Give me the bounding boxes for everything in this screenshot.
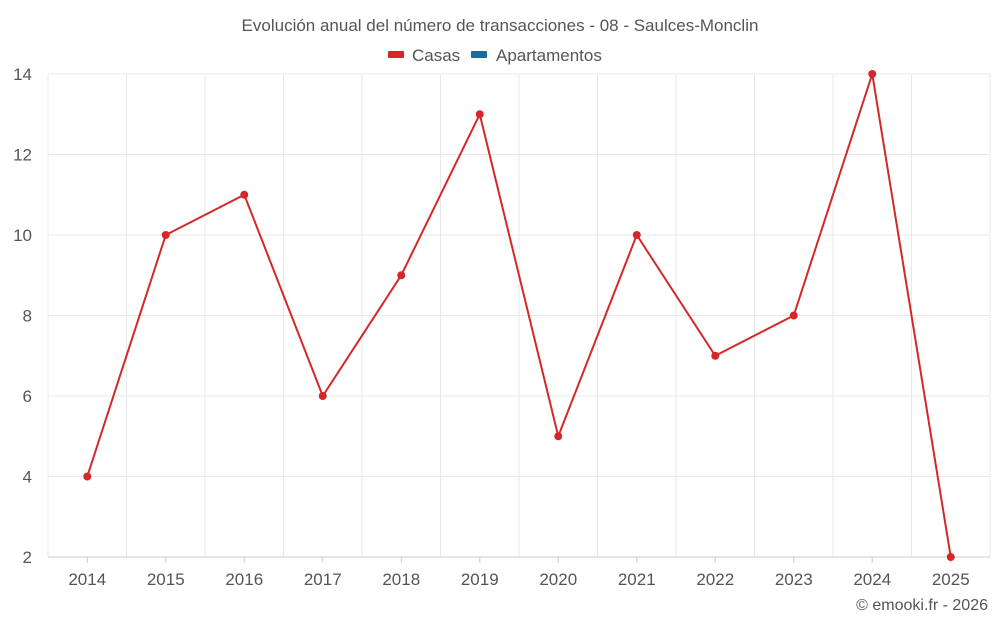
x-tick-label: 2018 xyxy=(382,570,420,589)
legend-label-apartamentos: Apartamentos xyxy=(496,46,602,65)
legend-label-casas: Casas xyxy=(412,46,460,65)
axes xyxy=(48,556,990,563)
x-tick-label: 2023 xyxy=(775,570,813,589)
series-line-casas xyxy=(86,73,952,558)
legend: Casas Apartamentos xyxy=(388,46,602,65)
x-tick-label: 2015 xyxy=(147,570,185,589)
data-point-casas-2023[interactable] xyxy=(789,311,798,320)
data-point-casas-2025[interactable] xyxy=(946,553,955,561)
credit-text: © emooki.fr - 2026 xyxy=(856,597,988,614)
data-point-casas-2024[interactable] xyxy=(868,70,877,78)
data-point-casas-2022[interactable] xyxy=(711,351,720,360)
x-tick-label: 2019 xyxy=(461,570,499,589)
y-tick-label: 2 xyxy=(23,548,32,567)
data-point-casas-2018[interactable] xyxy=(397,271,406,280)
y-tick-label: 12 xyxy=(13,146,32,165)
data-point-casas-2015[interactable] xyxy=(161,231,170,239)
data-point-casas-2020[interactable] xyxy=(554,432,563,441)
x-tick-label: 2025 xyxy=(932,570,970,589)
series-casas xyxy=(83,70,955,561)
data-point-casas-2019[interactable] xyxy=(475,110,484,119)
x-tick-label: 2020 xyxy=(539,570,577,589)
x-tick-label: 2017 xyxy=(304,570,342,589)
legend-swatch-apartamentos xyxy=(471,51,487,58)
x-tick-label: 2022 xyxy=(696,570,734,589)
data-point-casas-2021[interactable] xyxy=(632,231,641,239)
x-tick-label: 2021 xyxy=(618,570,656,589)
data-point-casas-2014[interactable] xyxy=(83,472,92,481)
chart-title: Evolución anual del número de transaccio… xyxy=(242,16,759,35)
data-point-casas-2016[interactable] xyxy=(240,190,249,199)
y-tick-label: 4 xyxy=(23,468,32,487)
y-tick-label: 8 xyxy=(23,307,32,326)
legend-item-apartamentos[interactable]: Apartamentos xyxy=(471,46,602,65)
y-tick-label: 6 xyxy=(23,387,32,406)
y-tick-label: 10 xyxy=(13,226,32,245)
legend-item-casas[interactable]: Casas xyxy=(388,46,460,65)
grid-lines xyxy=(47,73,991,558)
legend-swatch-casas xyxy=(388,51,404,58)
data-point-casas-2017[interactable] xyxy=(318,392,327,400)
y-tick-label: 14 xyxy=(13,65,32,84)
x-tick-label: 2024 xyxy=(853,570,891,589)
x-axis-ticks: 2014 2015 2016 2017 2018 2019 2020 2021 2022 2023… xyxy=(68,570,969,589)
x-tick-label: 2016 xyxy=(225,570,263,589)
y-axis-ticks: 2 4 6 8 10 12 14 xyxy=(13,65,32,567)
x-tick-label: 2014 xyxy=(68,570,106,589)
